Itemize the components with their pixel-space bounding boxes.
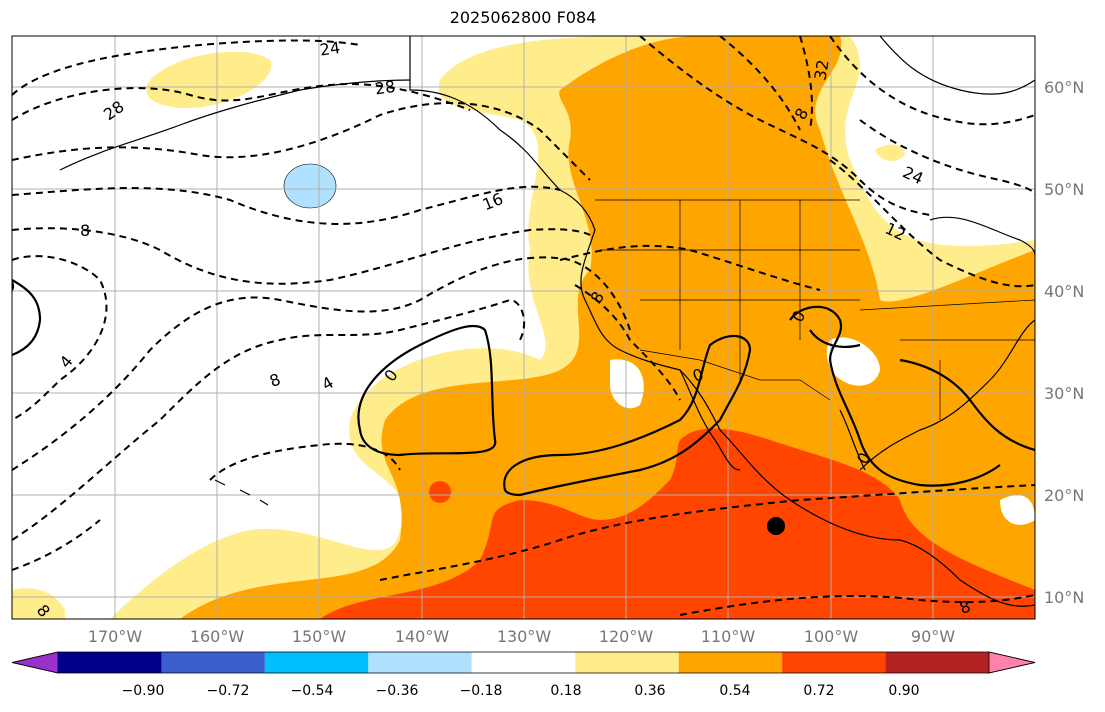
colorbar-tick: 0.54 [719, 683, 751, 699]
colorbar-segment [678, 652, 783, 673]
contours-negative [12, 36, 1035, 616]
colorbar-tick: 0.72 [803, 683, 835, 699]
colorbar-segment [471, 652, 576, 673]
lon-label: 150°W [291, 627, 347, 646]
coastlines [59, 36, 1035, 607]
colorbar-tick: 0.36 [634, 683, 666, 699]
lon-label: 140°W [394, 627, 450, 646]
lon-label: 100°W [803, 627, 859, 646]
anomaly-fill-high [320, 428, 1035, 619]
contour-label: 32 [810, 58, 832, 81]
colorbar-tick: −0.72 [206, 683, 250, 699]
colorbar-extend-max [988, 651, 1036, 674]
lon-label: 90°W [910, 627, 956, 646]
lat-label: 20°N [1044, 486, 1085, 505]
lat-label: 10°N [1044, 588, 1085, 607]
colorbar-tick: −0.36 [375, 683, 419, 699]
colorbar-tick: −0.90 [121, 683, 165, 699]
colorbar-outline [11, 651, 1036, 674]
colorbar [11, 651, 1036, 674]
colorbar-segment [782, 652, 886, 673]
contour-label: 28 [374, 77, 397, 99]
lat-label: 50°N [1044, 180, 1085, 199]
contour-label: 0 [5, 277, 15, 296]
anomaly-fill-negative [283, 163, 337, 209]
colorbar-tick: 0.90 [888, 683, 920, 699]
colorbar-segment [161, 652, 265, 673]
colorbar-segment [885, 652, 989, 673]
colorbar-extend-min [11, 651, 59, 674]
storm-center-marker [767, 517, 785, 535]
contour-label: 8 [80, 221, 90, 240]
colorbar-tick: 0.18 [550, 683, 582, 699]
contour-label: 24 [319, 38, 342, 60]
colorbar-segment [575, 652, 679, 673]
colorbar-tick: −0.54 [290, 683, 334, 699]
borders [595, 199, 1035, 420]
lat-label: 60°N [1044, 78, 1085, 97]
colorbar-segment [264, 652, 369, 673]
lon-label: 130°W [496, 627, 552, 646]
contours-zero [12, 279, 1035, 497]
lon-label: 160°W [189, 627, 245, 646]
lat-label: 40°N [1044, 282, 1085, 301]
lon-label: 110°W [700, 627, 756, 646]
colorbar-tick: −0.18 [459, 683, 503, 699]
colorbar-segment [58, 652, 162, 673]
lat-label: 30°N [1044, 384, 1085, 403]
map-title: 2025062800 F084 [449, 8, 597, 27]
lon-label: 170°W [87, 627, 143, 646]
colorbar-segment [368, 652, 472, 673]
lon-label: 120°W [598, 627, 654, 646]
